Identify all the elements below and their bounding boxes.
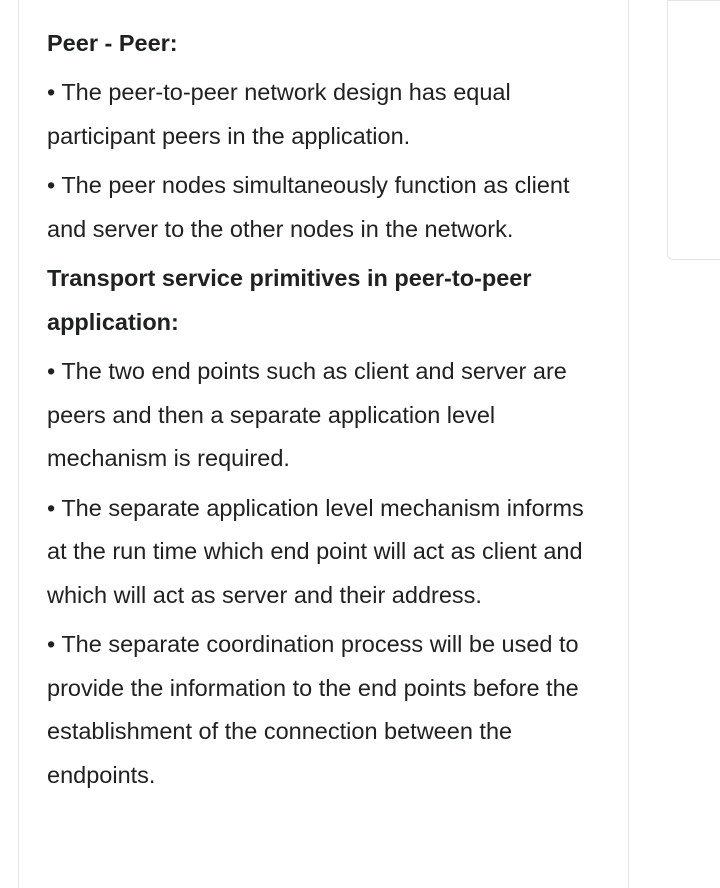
- bullet-item: • The two end points such as client and …: [47, 350, 600, 480]
- bullet-item: • The separate coordination process will…: [47, 623, 600, 797]
- bullet-item: • The separate application level mechani…: [47, 487, 600, 617]
- heading-peer-peer: Peer - Peer:: [47, 22, 600, 65]
- bullet-item: • The peer-to-peer network design has eq…: [47, 71, 600, 158]
- side-panel: [667, 0, 720, 260]
- heading-transport-primitives: Transport service primitives in peer-to-…: [47, 257, 600, 344]
- document-card: Peer - Peer: • The peer-to-peer network …: [18, 0, 629, 888]
- bullet-item: • The peer nodes simultaneously function…: [47, 164, 600, 251]
